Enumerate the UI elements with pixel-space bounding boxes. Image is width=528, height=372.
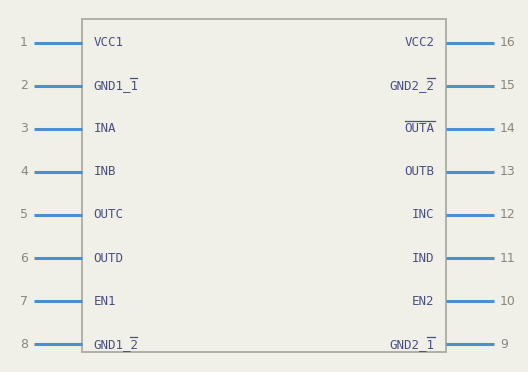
Text: 10: 10 [500,295,516,308]
Text: GND1_2: GND1_2 [93,338,138,350]
Text: 14: 14 [500,122,516,135]
Text: OUTC: OUTC [93,208,124,221]
Text: IND: IND [412,251,435,264]
Text: INC: INC [412,208,435,221]
Text: OUTA: OUTA [404,122,435,135]
Text: 9: 9 [500,338,508,350]
Text: OUTB: OUTB [404,166,435,179]
Text: 16: 16 [500,36,516,49]
Text: INA: INA [93,122,116,135]
Text: 12: 12 [500,208,516,221]
Text: 8: 8 [20,338,28,350]
Text: GND1_1: GND1_1 [93,79,138,92]
Text: 6: 6 [20,251,28,264]
Text: 11: 11 [500,251,516,264]
Text: 1: 1 [20,36,28,49]
Bar [82,19,446,352]
Text: INB: INB [93,166,116,179]
Text: 2: 2 [20,79,28,92]
Text: OUTD: OUTD [93,251,124,264]
Text: VCC1: VCC1 [93,36,124,49]
Text: VCC2: VCC2 [404,36,435,49]
Text: 15: 15 [500,79,516,92]
Text: GND2_1: GND2_1 [390,338,435,350]
Text: 4: 4 [20,166,28,179]
Text: GND2_2: GND2_2 [390,79,435,92]
Text: 3: 3 [20,122,28,135]
Text: 13: 13 [500,166,516,179]
Text: 7: 7 [20,295,28,308]
Text: 5: 5 [20,208,28,221]
Text: EN2: EN2 [412,295,435,308]
Text: EN1: EN1 [93,295,116,308]
